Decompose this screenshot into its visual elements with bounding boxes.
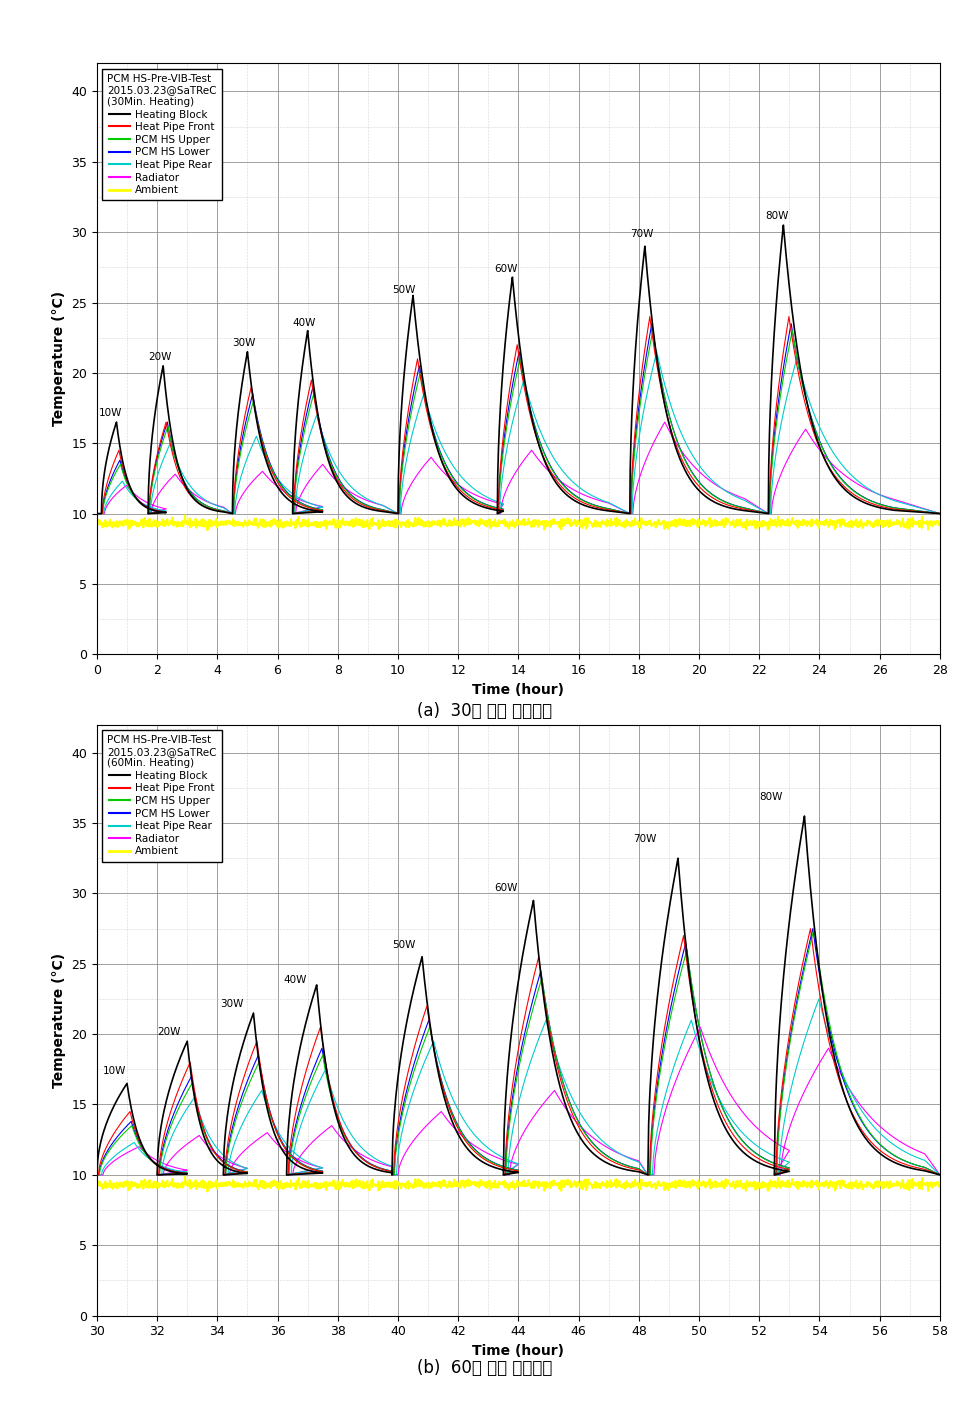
Text: 70W: 70W	[633, 834, 656, 844]
Legend: Heating Block, Heat Pipe Front, PCM HS Upper, PCM HS Lower, Heat Pipe Rear, Radi: Heating Block, Heat Pipe Front, PCM HS U…	[102, 730, 222, 861]
Text: (b)  60분 가열 프로파일: (b) 60분 가열 프로파일	[417, 1359, 552, 1376]
Text: 50W: 50W	[391, 286, 416, 295]
Text: 20W: 20W	[157, 1027, 180, 1037]
Text: 30W: 30W	[220, 999, 244, 1009]
Text: 20W: 20W	[148, 352, 172, 362]
Text: 60W: 60W	[494, 884, 517, 893]
X-axis label: Time (hour): Time (hour)	[473, 682, 564, 696]
Text: 10W: 10W	[103, 1067, 126, 1076]
Text: 10W: 10W	[99, 408, 122, 418]
Y-axis label: Temperature (°C): Temperature (°C)	[51, 291, 66, 426]
Text: 80W: 80W	[760, 792, 783, 802]
Text: 40W: 40W	[284, 975, 307, 985]
X-axis label: Time (hour): Time (hour)	[473, 1344, 564, 1358]
Text: 40W: 40W	[293, 318, 316, 328]
Text: 30W: 30W	[233, 338, 256, 348]
Text: 70W: 70W	[630, 229, 653, 239]
Text: 80W: 80W	[766, 211, 789, 221]
Y-axis label: Temperature (°C): Temperature (°C)	[51, 953, 66, 1088]
Text: (a)  30분 가열 프로파일: (a) 30분 가열 프로파일	[417, 702, 552, 719]
Text: 50W: 50W	[391, 940, 416, 950]
Text: 60W: 60W	[494, 265, 517, 274]
Legend: Heating Block, Heat Pipe Front, PCM HS Upper, PCM HS Lower, Heat Pipe Rear, Radi: Heating Block, Heat Pipe Front, PCM HS U…	[102, 69, 222, 200]
